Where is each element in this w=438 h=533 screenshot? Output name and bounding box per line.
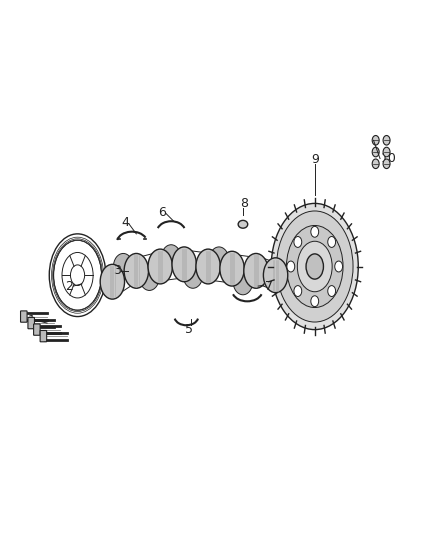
Ellipse shape: [161, 245, 181, 271]
Ellipse shape: [263, 258, 288, 293]
FancyBboxPatch shape: [28, 318, 35, 329]
Ellipse shape: [294, 286, 302, 296]
Text: 1: 1: [28, 314, 36, 327]
Ellipse shape: [244, 254, 268, 288]
Text: 9: 9: [311, 154, 319, 166]
Ellipse shape: [209, 247, 229, 273]
FancyBboxPatch shape: [34, 324, 40, 335]
Text: 4: 4: [121, 216, 129, 230]
Ellipse shape: [183, 262, 203, 288]
Ellipse shape: [233, 269, 253, 295]
Text: 10: 10: [381, 152, 397, 165]
Text: 5: 5: [184, 323, 193, 336]
Ellipse shape: [113, 254, 133, 279]
Ellipse shape: [140, 264, 159, 290]
Ellipse shape: [328, 286, 336, 296]
Ellipse shape: [372, 135, 379, 145]
Ellipse shape: [276, 211, 353, 322]
Ellipse shape: [196, 249, 220, 284]
Ellipse shape: [100, 264, 124, 299]
Ellipse shape: [297, 241, 332, 292]
Ellipse shape: [306, 254, 323, 279]
Ellipse shape: [124, 254, 148, 288]
Ellipse shape: [372, 159, 379, 168]
Ellipse shape: [238, 220, 248, 228]
Ellipse shape: [172, 247, 196, 282]
Ellipse shape: [148, 249, 173, 284]
Ellipse shape: [271, 204, 358, 329]
Ellipse shape: [383, 159, 390, 168]
Ellipse shape: [294, 237, 302, 247]
Ellipse shape: [311, 296, 319, 306]
Ellipse shape: [383, 147, 390, 157]
Text: 8: 8: [240, 197, 248, 210]
Ellipse shape: [287, 261, 295, 272]
FancyBboxPatch shape: [40, 330, 47, 342]
Text: 6: 6: [159, 206, 166, 219]
Ellipse shape: [328, 237, 336, 247]
Ellipse shape: [335, 261, 343, 272]
FancyBboxPatch shape: [21, 311, 27, 322]
Ellipse shape: [220, 251, 244, 286]
Ellipse shape: [286, 225, 343, 308]
Text: 3: 3: [113, 264, 120, 277]
Ellipse shape: [311, 227, 319, 237]
Text: 7: 7: [265, 280, 273, 293]
Ellipse shape: [383, 135, 390, 145]
Ellipse shape: [372, 147, 379, 157]
Text: 2: 2: [65, 280, 73, 293]
